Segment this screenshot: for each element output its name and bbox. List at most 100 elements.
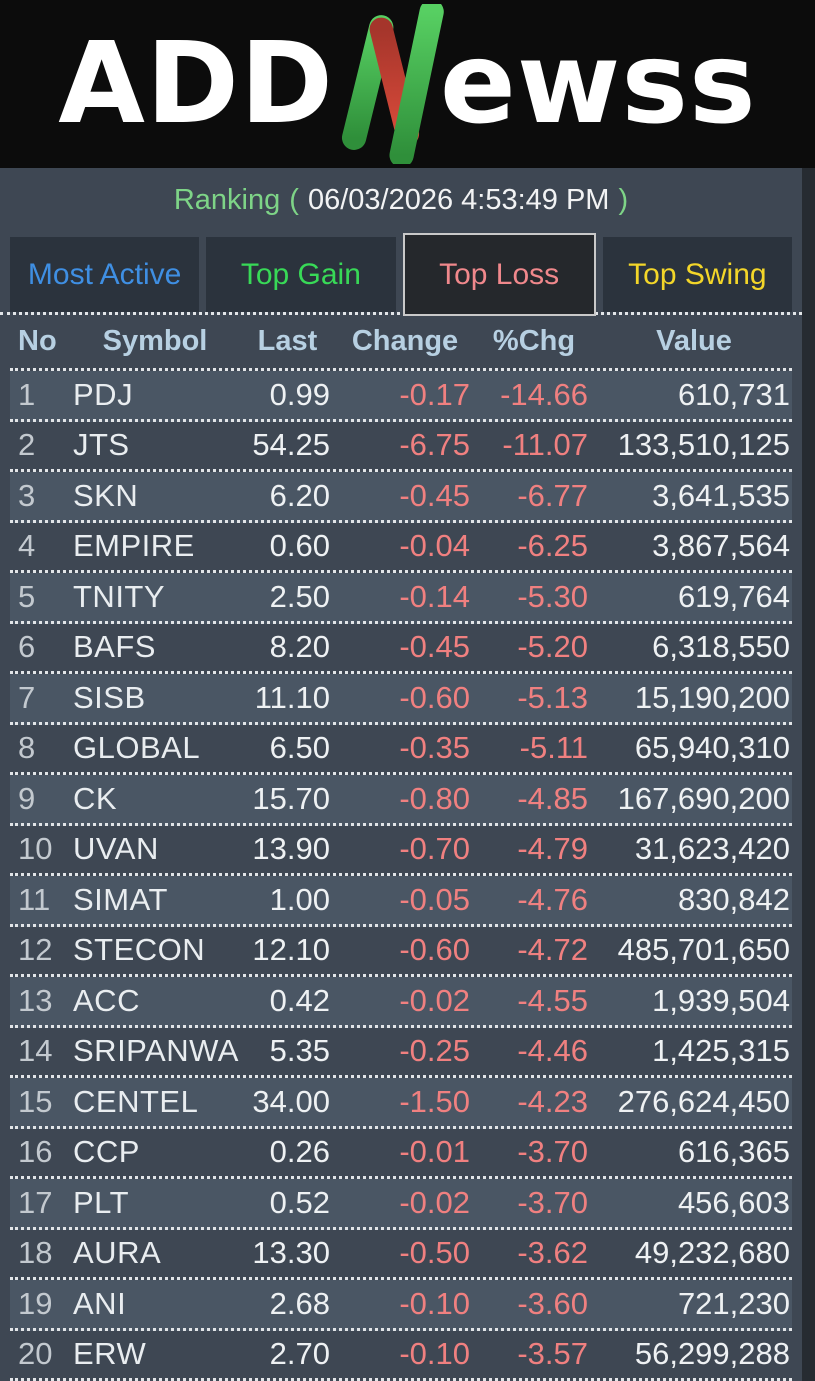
- table-row[interactable]: 19 ANI 2.68 -0.10 -3.60 721,230: [10, 1280, 792, 1331]
- cell-value: 49,232,680: [634, 1235, 790, 1271]
- cell-value: 133,510,125: [617, 427, 790, 463]
- cell-symbol: PLT: [73, 1184, 130, 1220]
- cell-value: 1,425,315: [652, 1033, 790, 1069]
- table-row[interactable]: 3 SKN 6.20 -0.45 -6.77 3,641,535: [10, 472, 792, 523]
- table-row[interactable]: 10 UVAN 13.90 -0.70 -4.79 31,623,420: [10, 826, 792, 876]
- cell-value: 456,603: [677, 1184, 790, 1220]
- cell-change: -0.01: [399, 1134, 470, 1170]
- cell-symbol: ACC: [73, 982, 140, 1018]
- cell-value: 167,690,200: [617, 780, 790, 816]
- cell-no: 3: [18, 477, 36, 513]
- cell-change: -0.45: [399, 477, 470, 513]
- table-row[interactable]: 9 CK 15.70 -0.80 -4.85 167,690,200: [10, 775, 792, 826]
- ranking-datetime: 06/03/2026 4:53:49 PM: [307, 183, 610, 216]
- cell-no: 8: [18, 730, 36, 766]
- cell-value: 276,624,450: [617, 1083, 790, 1119]
- cell-no: 2: [18, 427, 36, 463]
- cell-value: 830,842: [677, 881, 790, 917]
- cell-last: 2.50: [269, 578, 330, 614]
- table-body: 1 PDJ 0.99 -0.17 -14.66 610,731 2 JTS 54…: [10, 371, 792, 1381]
- cell-last: 1.00: [269, 881, 330, 917]
- cell-no: 9: [18, 780, 36, 816]
- table-row[interactable]: 12 STECON 12.10 -0.60 -4.72 485,701,650: [10, 927, 792, 977]
- cell-change: -0.60: [399, 679, 470, 715]
- cell-no: 5: [18, 578, 36, 614]
- cell-pct-chg: -4.55: [517, 982, 588, 1018]
- tab-top-swing[interactable]: Top Swing: [602, 237, 792, 312]
- cell-pct-chg: -3.57: [517, 1336, 588, 1372]
- cell-pct-chg: -4.46: [517, 1033, 588, 1069]
- cell-value: 65,940,310: [634, 730, 790, 766]
- table-row[interactable]: 14 SRIPANWA 5.35 -0.25 -4.46 1,425,315: [10, 1028, 792, 1078]
- cell-no: 16: [18, 1134, 53, 1170]
- table-row[interactable]: 13 ACC 0.42 -0.02 -4.55 1,939,504: [10, 977, 792, 1028]
- cell-change: -0.05: [399, 881, 470, 917]
- cell-last: 0.42: [269, 982, 330, 1018]
- cell-pct-chg: -14.66: [500, 376, 588, 412]
- column-header-pctchg: %Chg: [492, 325, 576, 357]
- cell-pct-chg: -3.70: [517, 1184, 588, 1220]
- cell-pct-chg: -4.76: [517, 881, 588, 917]
- cell-no: 10: [18, 831, 53, 867]
- cell-last: 15.70: [252, 780, 330, 816]
- column-header-no: No: [18, 325, 57, 357]
- cell-change: -6.75: [399, 427, 470, 463]
- cell-change: -0.70: [399, 831, 470, 867]
- cell-last: 13.30: [252, 1235, 330, 1271]
- cell-no: 4: [18, 528, 36, 564]
- cell-symbol: JTS: [73, 427, 130, 463]
- table-row[interactable]: 1 PDJ 0.99 -0.17 -14.66 610,731: [10, 371, 792, 422]
- table-row[interactable]: 8 GLOBAL 6.50 -0.35 -5.11 65,940,310: [10, 725, 792, 775]
- tab-label: Top Loss: [439, 257, 560, 291]
- table-row[interactable]: 16 CCP 0.26 -0.01 -3.70 616,365: [10, 1129, 792, 1179]
- table-row[interactable]: 4 EMPIRE 0.60 -0.04 -6.25 3,867,564: [10, 523, 792, 573]
- cell-value: 616,365: [677, 1134, 790, 1170]
- cell-last: 8.20: [269, 629, 330, 665]
- cell-last: 0.26: [269, 1134, 330, 1170]
- table-row[interactable]: 11 SIMAT 1.00 -0.05 -4.76 830,842: [10, 876, 792, 927]
- cell-symbol: CK: [73, 780, 118, 816]
- cell-symbol: CCP: [73, 1134, 140, 1170]
- cell-last: 6.20: [269, 477, 330, 513]
- cell-pct-chg: -5.11: [519, 730, 588, 766]
- cell-pct-chg: -4.85: [517, 780, 588, 816]
- tab-most-active[interactable]: Most Active: [10, 237, 200, 312]
- cell-change: -0.17: [399, 376, 470, 412]
- cell-symbol: GLOBAL: [73, 730, 201, 766]
- cell-no: 15: [18, 1083, 53, 1119]
- table-column-header: No Symbol Last Change %Chg Value: [10, 315, 792, 371]
- logo-text-add: ADD: [58, 19, 334, 149]
- scrollbar-track[interactable]: [802, 168, 815, 1381]
- tab-top-loss[interactable]: Top Loss: [402, 233, 596, 316]
- cell-last: 2.68: [269, 1285, 330, 1321]
- table-row[interactable]: 17 PLT 0.52 -0.02 -3.70 456,603: [10, 1179, 792, 1230]
- cell-pct-chg: -6.77: [517, 477, 588, 513]
- cell-no: 19: [18, 1285, 53, 1321]
- tab-label: Most Active: [27, 257, 182, 291]
- cell-no: 12: [18, 932, 53, 968]
- table-row[interactable]: 18 AURA 13.30 -0.50 -3.62 49,232,680: [10, 1230, 792, 1280]
- table-row[interactable]: 15 CENTEL 34.00 -1.50 -4.23 276,624,450: [10, 1078, 792, 1129]
- cell-change: -0.04: [399, 528, 470, 564]
- cell-symbol: TNITY: [73, 578, 166, 614]
- cell-symbol: STECON: [73, 932, 206, 968]
- table-row[interactable]: 20 ERW 2.70 -0.10 -3.57 56,299,288: [10, 1331, 792, 1381]
- cell-no: 17: [18, 1184, 53, 1220]
- table-row[interactable]: 5 TNITY 2.50 -0.14 -5.30 619,764: [10, 573, 792, 624]
- cell-last: 2.70: [269, 1336, 330, 1372]
- table-row[interactable]: 2 JTS 54.25 -6.75 -11.07 133,510,125: [10, 422, 792, 472]
- table-row[interactable]: 6 BAFS 8.20 -0.45 -5.20 6,318,550: [10, 624, 792, 674]
- cell-change: -0.10: [399, 1285, 470, 1321]
- cell-no: 13: [18, 982, 53, 1018]
- cell-pct-chg: -5.20: [517, 629, 588, 665]
- cell-symbol: PDJ: [73, 376, 134, 412]
- tab-top-gain[interactable]: Top Gain: [206, 237, 396, 312]
- cell-symbol: BAFS: [73, 629, 156, 665]
- cell-change: -0.02: [399, 1184, 470, 1220]
- cell-no: 1: [18, 376, 36, 412]
- cell-value: 6,318,550: [652, 629, 790, 665]
- tab-label: Top Gain: [240, 257, 361, 291]
- cell-change: -0.14: [399, 578, 470, 614]
- table-row[interactable]: 7 SISB 11.10 -0.60 -5.13 15,190,200: [10, 674, 792, 725]
- cell-value: 56,299,288: [634, 1336, 790, 1372]
